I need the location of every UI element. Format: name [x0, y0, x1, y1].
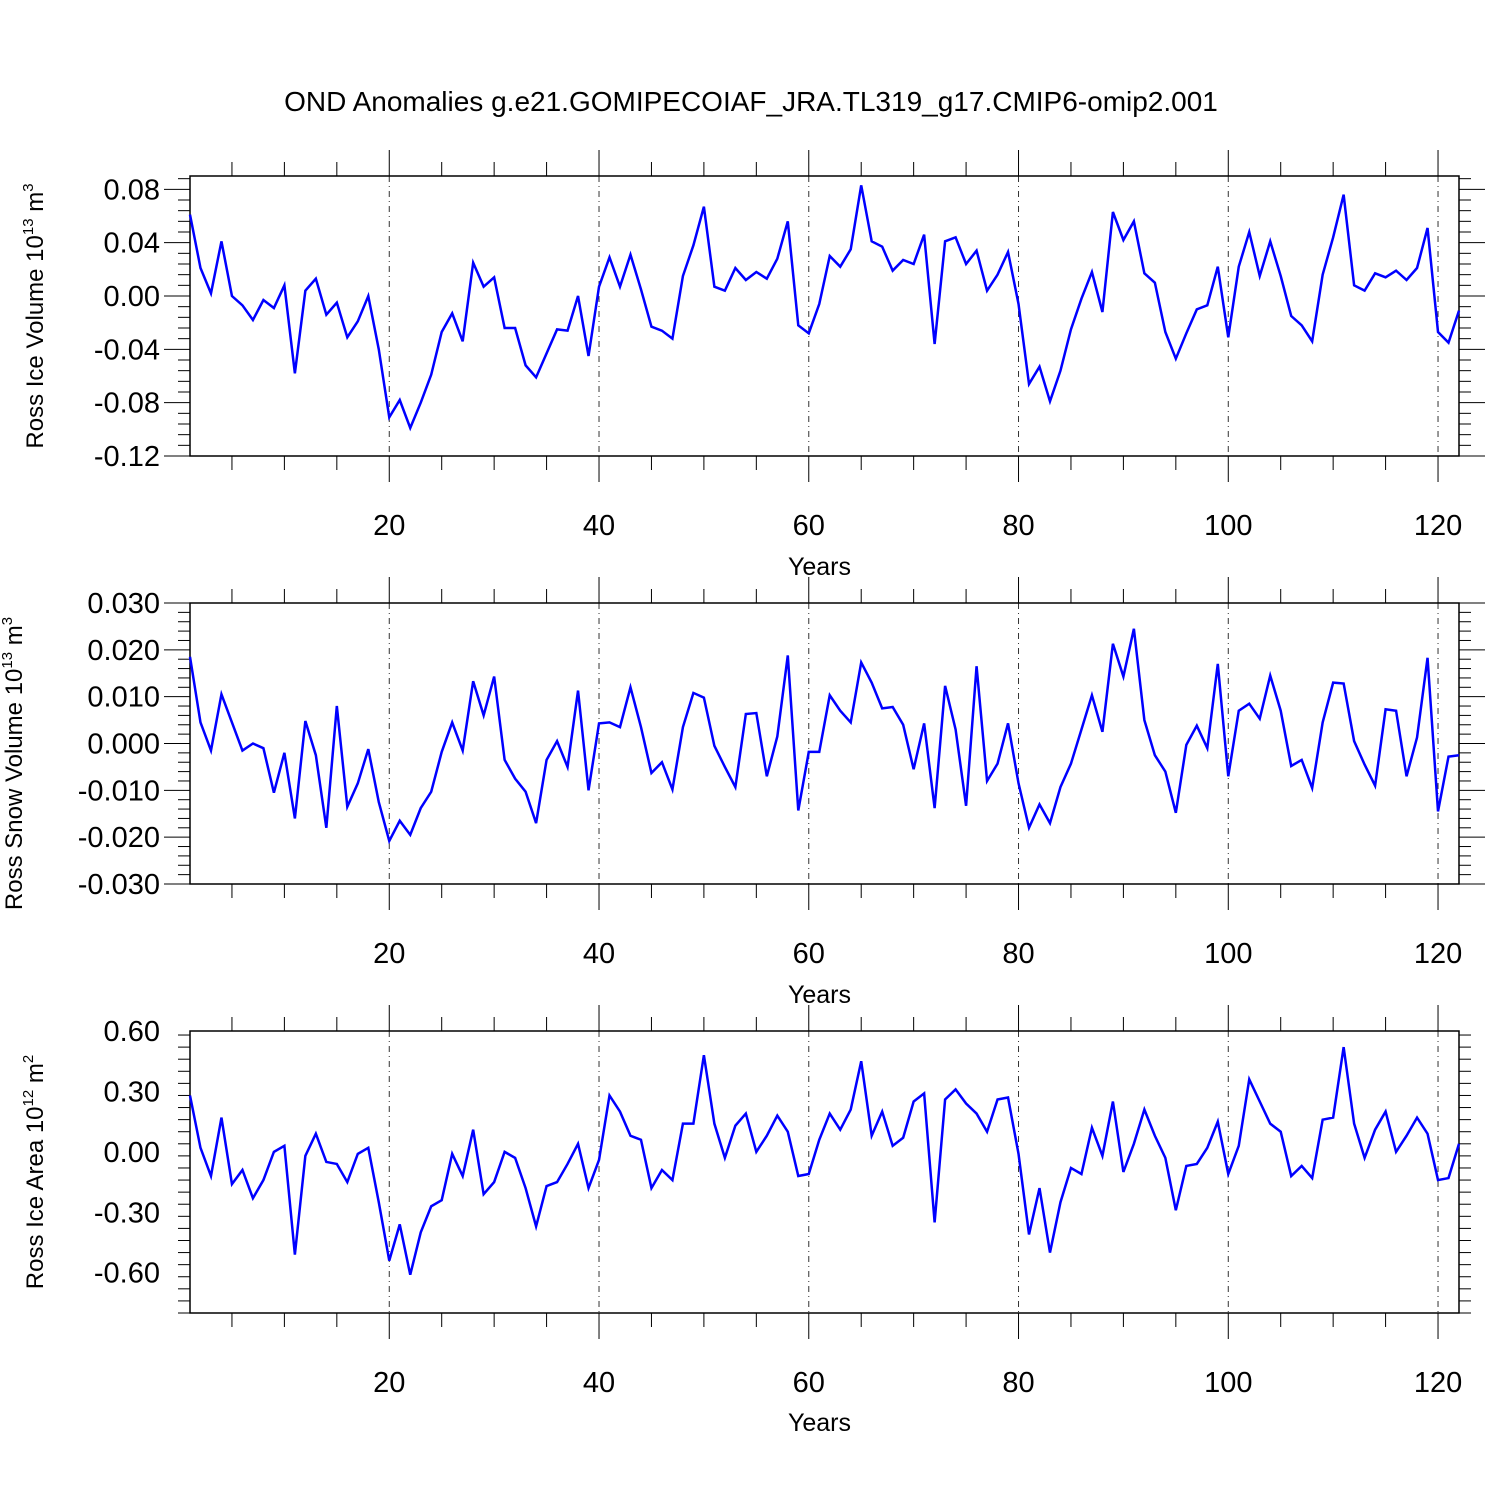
x-tick-label: 80: [1002, 1367, 1034, 1399]
y-tick-label: 0.000: [87, 729, 160, 761]
chart-panel-2: 0.030 0.020 0.010 0.000 -0.010 -0.020 -0.030 20…: [0, 577, 1485, 1009]
y-tick-label: -0.08: [94, 388, 160, 420]
x-tick-label: 60: [793, 938, 825, 970]
x-tick-label: 100: [1204, 510, 1252, 542]
plot-frame: [189, 175, 1460, 457]
x-tick-label: 100: [1204, 938, 1252, 970]
plot-frame: [189, 1030, 1460, 1314]
y-axis-label: Ross Ice Volume 1013 m3: [20, 183, 49, 448]
x-tick-label: 20: [373, 938, 405, 970]
x-axis-label: Years: [788, 981, 851, 1009]
x-tick-label: 40: [583, 510, 615, 542]
y-tick-label: -0.12: [94, 441, 160, 473]
y-tick-label: 0.00: [104, 281, 160, 313]
x-tick-label: 80: [1002, 938, 1034, 970]
chart-panel-3: 0.60 0.30 0.00 -0.30 -0.60 20 40 60 80 100 120 Year…: [20, 1005, 1471, 1437]
y-tick-label: -0.010: [78, 775, 160, 807]
y-axis-label: Ross Snow Volume 1013 m3: [0, 617, 28, 910]
x-tick-label: 120: [1414, 1367, 1462, 1399]
series-line: [188, 185, 1461, 432]
x-axis-label: Years: [788, 553, 851, 581]
x-tick-label: 20: [373, 1367, 405, 1399]
y-tick-label: 0.010: [87, 682, 160, 714]
x-tick-label: 60: [793, 510, 825, 542]
y-tick-label: -0.020: [78, 822, 160, 854]
series-line: [188, 628, 1460, 845]
x-tick-label: 40: [583, 1367, 615, 1399]
x-tick-label: 40: [583, 938, 615, 970]
y-tick-label: -0.04: [94, 334, 160, 366]
y-tick-label: 0.08: [104, 174, 160, 206]
chart-title: OND Anomalies g.e21.GOMIPECOIAF_JRA.TL31…: [284, 86, 1218, 117]
y-tick-label: 0.04: [104, 228, 160, 260]
y-tick-label: 0.30: [104, 1076, 160, 1108]
x-axis-label: Years: [788, 1409, 851, 1437]
y-tick-label: -0.030: [78, 869, 160, 901]
y-tick-label: 0.030: [87, 588, 160, 620]
x-tick-label: 120: [1414, 510, 1462, 542]
x-tick-label: 20: [373, 510, 405, 542]
plot-frame: [189, 602, 1460, 885]
x-tick-label: 80: [1002, 510, 1034, 542]
x-tick-label: 60: [793, 1367, 825, 1399]
y-tick-label: 0.020: [87, 635, 160, 667]
series-line: [188, 1046, 1461, 1276]
x-tick-label: 120: [1414, 938, 1462, 970]
y-tick-label: -0.60: [94, 1258, 160, 1290]
x-tick-label: 100: [1204, 1367, 1252, 1399]
y-tick-label: 0.60: [104, 1016, 160, 1048]
y-axis-label: Ross Ice Area 1012 m2: [20, 1055, 49, 1289]
y-tick-label: 0.00: [104, 1137, 160, 1169]
y-tick-label: -0.30: [94, 1197, 160, 1229]
chart-panel-1: 0.08 0.04 0.00 -0.04 -0.08 -0.12 20 40 60 80 100 12…: [20, 150, 1485, 581]
